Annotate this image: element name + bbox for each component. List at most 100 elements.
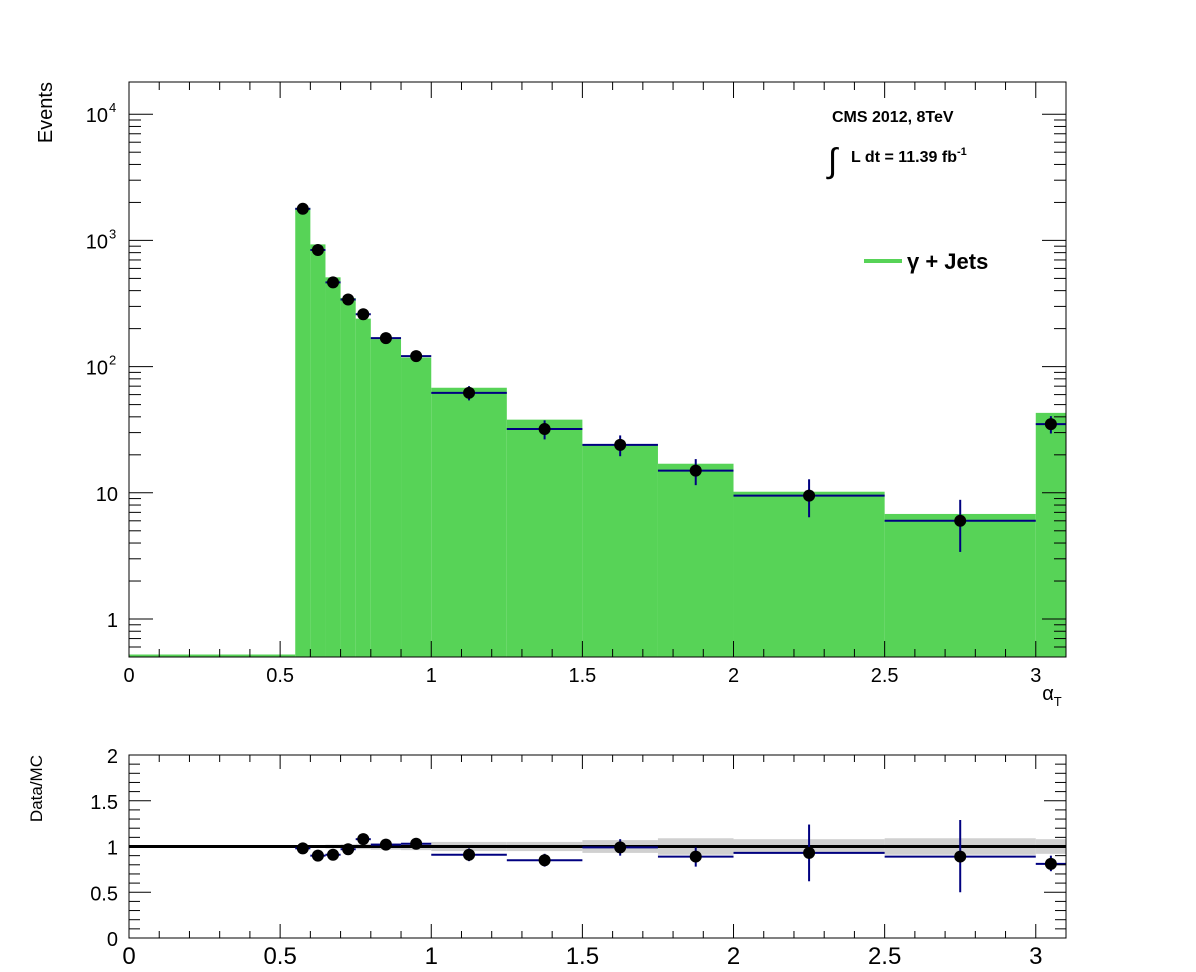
data-marker	[327, 276, 340, 289]
ratio-data-points	[295, 819, 1066, 893]
ratio-point	[733, 824, 885, 882]
ratio-point	[401, 837, 432, 850]
data-marker	[357, 308, 370, 321]
ratio-marker	[296, 842, 309, 855]
y-tick-exponent: 3	[109, 226, 116, 241]
ratio-point	[355, 833, 371, 846]
data-point	[370, 332, 402, 345]
data-point	[657, 459, 734, 486]
data-point	[506, 420, 583, 440]
data-marker	[311, 243, 324, 256]
ratio-x-tick-label: 1	[425, 943, 438, 970]
mc-bin-bar	[295, 207, 311, 657]
data-marker	[614, 438, 627, 451]
y-tick-exponent: 4	[109, 100, 116, 115]
mc-histogram	[129, 207, 1066, 658]
data-marker	[954, 514, 967, 527]
data-marker	[1044, 418, 1057, 431]
ratio-point	[1035, 855, 1066, 872]
data-marker	[410, 350, 423, 363]
ratio-marker	[1044, 857, 1057, 870]
ratio-x-tick-label: 0.5	[263, 943, 296, 970]
ratio-point	[310, 849, 326, 862]
x-axis-label: αT	[1042, 683, 1062, 709]
ratio-y-tick-label: 0.5	[90, 883, 118, 905]
data-marker	[296, 202, 309, 215]
data-marker	[342, 293, 355, 306]
legend: γ + Jets	[864, 249, 988, 274]
y-tick-exponent: 2	[109, 353, 116, 368]
ratio-marker	[342, 843, 355, 856]
y-tick-label: 10	[86, 358, 108, 380]
data-point	[340, 293, 356, 306]
x-tick-label: 0	[123, 665, 134, 687]
ratio-x-tick-label: 2	[727, 943, 740, 970]
ratio-point	[295, 842, 311, 855]
data-point	[310, 243, 326, 256]
ratio-y-tick-label: 1	[107, 838, 118, 860]
ratio-point	[340, 843, 356, 856]
ratio-marker	[463, 848, 476, 861]
ratio-point	[325, 848, 341, 861]
ratio-marker	[538, 854, 551, 867]
y-tick-label: 10	[96, 484, 118, 506]
x-tick-label: 1	[426, 665, 437, 687]
ratio-y-tick-label: 0	[107, 929, 118, 951]
ratio-x-tick-label: 3	[1029, 943, 1042, 970]
data-points	[295, 202, 1066, 552]
ratio-marker	[311, 849, 324, 862]
ratio-marker	[803, 846, 816, 859]
x-tick-label: 2	[728, 665, 739, 687]
ratio-marker	[954, 850, 967, 863]
integral-symbol: ∫	[826, 142, 839, 180]
mc-bin-bar	[325, 277, 341, 657]
x-tick-label: 3	[1030, 665, 1041, 687]
x-tick-label: 2.5	[871, 665, 899, 687]
y-axis-label: Events	[35, 82, 57, 143]
ratio-marker	[357, 833, 370, 846]
data-point	[733, 479, 885, 518]
ratio-point	[506, 853, 583, 867]
data-point	[355, 308, 371, 321]
x-tick-label: 1.5	[568, 665, 596, 687]
plot-frame	[128, 81, 1067, 658]
data-point	[431, 386, 507, 401]
mc-bin-bar	[657, 463, 734, 657]
x-axis-label-subscript: T	[1054, 694, 1062, 709]
luminosity-label: L dt = 11.39 fb-1	[851, 146, 967, 166]
ratio-x-tick-label: 2.5	[868, 943, 901, 970]
data-marker	[379, 332, 392, 345]
data-point	[325, 276, 341, 289]
ratio-y-tick-label: 2	[107, 746, 118, 768]
mc-bin-bar	[355, 318, 371, 657]
ratio-marker	[614, 841, 627, 854]
ratio-point	[657, 847, 734, 867]
ratio-point	[884, 819, 1036, 893]
ratio-panel: 0 0.5 1 1.5 2 2.5 3 0 0.5 1 1.5 2 Data/MC	[27, 746, 1067, 970]
ratio-marker	[379, 838, 392, 851]
mc-bin-bar	[506, 419, 583, 657]
y-tick-label: 10	[86, 231, 108, 253]
data-marker	[689, 464, 702, 477]
y-tick-label: 1	[107, 610, 118, 632]
mc-bin-bar	[733, 491, 885, 657]
ratio-x-tick-label: 0	[122, 943, 135, 970]
mc-bin-bar	[340, 297, 356, 657]
ratio-point	[431, 848, 507, 862]
ratio-y-tick-label: 1.5	[90, 792, 118, 814]
ratio-point	[370, 838, 402, 851]
data-point	[1035, 416, 1066, 434]
experiment-label: CMS 2012, 8TeV	[832, 109, 954, 126]
data-marker	[463, 386, 476, 399]
x-tick-label: 0.5	[266, 665, 294, 687]
ratio-marker	[689, 850, 702, 863]
data-marker	[538, 423, 551, 436]
legend-label: γ + Jets	[907, 249, 988, 274]
ratio-x-tick-label: 1.5	[566, 943, 599, 970]
data-marker	[803, 489, 816, 502]
mc-bin-bar	[431, 387, 507, 657]
mc-bin-bar	[1035, 412, 1066, 657]
